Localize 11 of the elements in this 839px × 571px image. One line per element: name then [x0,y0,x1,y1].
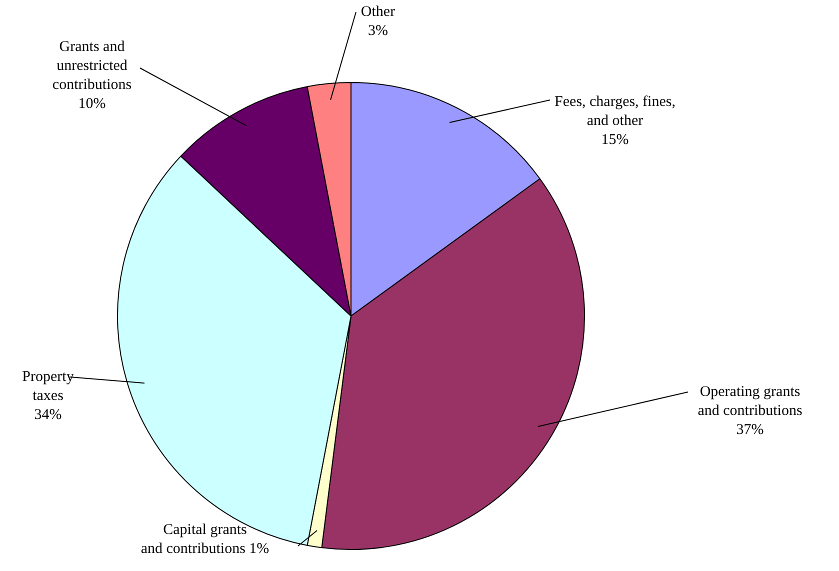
slice-label: Fees, charges, fines, and other [554,94,676,129]
slice-label: Other [360,4,396,20]
data-label: 10% [78,96,106,112]
slice-label: Operating grants and contributions [698,384,802,419]
data-label: 34% [34,406,62,423]
slice-label: Grants and unrestricted contributions [52,38,132,93]
legend-label: Capital grants and contributions 1% [140,522,270,557]
data-label: 37% [736,422,764,438]
data-label: 3% [368,22,388,39]
data-label: 15% [601,132,629,148]
slice-label: Property taxes [22,368,74,404]
